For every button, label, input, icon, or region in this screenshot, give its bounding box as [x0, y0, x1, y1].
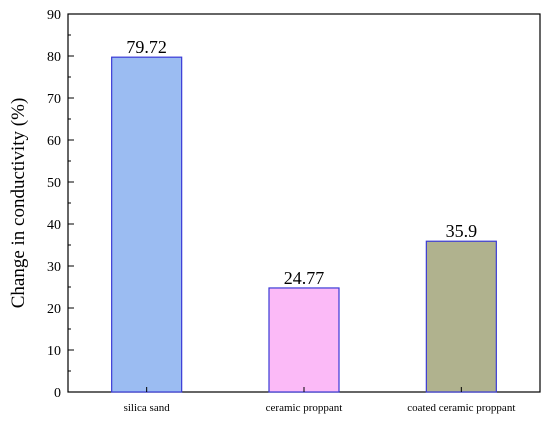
y-tick-label: 30	[47, 260, 61, 275]
y-tick-label: 90	[47, 8, 61, 23]
x-tick-label: ceramic proppant	[266, 402, 343, 414]
y-tick-label: 70	[47, 92, 61, 107]
y-tick-label: 50	[47, 176, 61, 191]
bar	[425, 240, 497, 393]
x-axis: silica sand ceramic proppant coated cerami…	[124, 387, 515, 414]
y-tick-label: 80	[47, 50, 61, 65]
data-label: 35.9	[446, 221, 478, 241]
bar	[268, 287, 340, 393]
bars: 79.72 24.77 35.9	[111, 37, 497, 393]
y-tick-label: 20	[47, 302, 61, 317]
y-tick-label: 40	[47, 218, 61, 233]
bar	[111, 56, 183, 393]
y-axis-title: Change in conductivity (%)	[8, 98, 29, 309]
data-label: 79.72	[126, 37, 167, 57]
y-axis: 0 10 20 30 40 50 60 70 80 90	[47, 8, 74, 401]
y-tick-label: 10	[47, 344, 61, 359]
x-tick-label: coated ceramic proppant	[407, 402, 515, 414]
y-tick-label: 0	[54, 386, 61, 401]
x-tick-label: silica sand	[124, 402, 171, 414]
data-label: 24.77	[284, 268, 325, 288]
y-tick-label: 60	[47, 134, 61, 149]
